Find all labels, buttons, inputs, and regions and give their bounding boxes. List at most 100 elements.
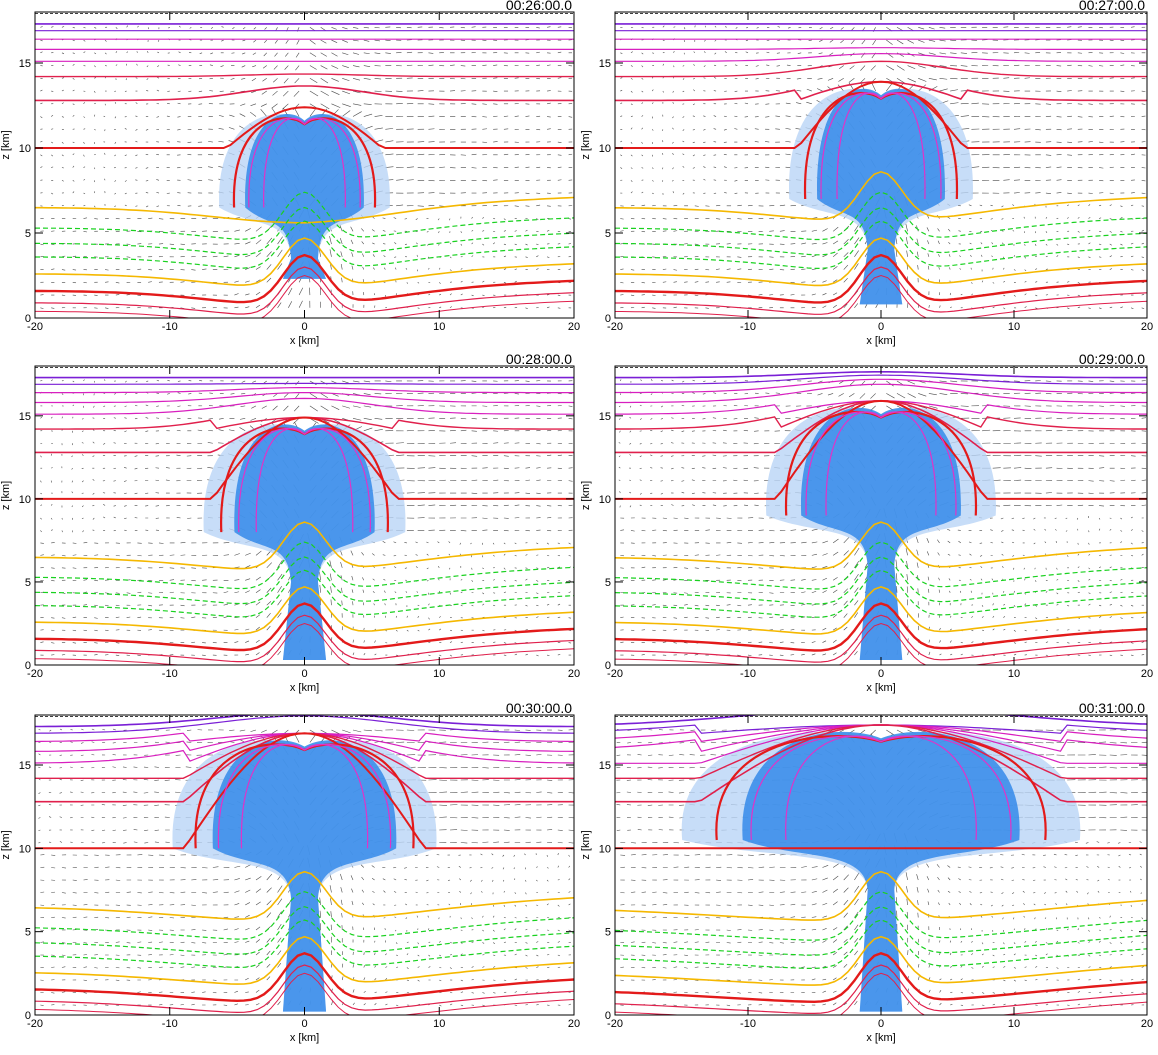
wind-vector-mark (662, 25, 665, 28)
wind-vector-mark (1120, 541, 1123, 544)
wind-vector-mark (684, 604, 688, 606)
isentrope-mark (35, 392, 574, 404)
wind-vector-mark (906, 560, 908, 568)
wind-vector-mark (630, 306, 635, 309)
wind-vector-mark (796, 102, 802, 105)
wind-vector-mark (660, 430, 663, 432)
wind-vector-mark (811, 293, 816, 296)
wind-vector-mark (94, 102, 96, 105)
wind-vector-mark (114, 205, 117, 207)
wind-vector-mark (277, 599, 282, 606)
wind-vector-mark (1141, 192, 1146, 194)
wind-vector-mark (253, 27, 257, 30)
wind-vector-mark (1130, 192, 1135, 194)
wind-vector-mark (72, 39, 75, 42)
wind-vector-mark (927, 253, 930, 257)
wind-vector-mark (811, 306, 816, 309)
wind-vector-mark (406, 979, 409, 981)
wind-vector-mark (40, 416, 43, 419)
wind-vector-mark (1130, 529, 1133, 531)
wind-vector-mark (460, 429, 467, 432)
wind-vector-mark (514, 404, 520, 407)
wind-vector-mark (651, 379, 653, 382)
wind-vector-mark (146, 380, 149, 383)
wind-vector-mark (939, 78, 948, 80)
wind-vector-mark (1130, 204, 1134, 207)
wind-vector-mark (672, 191, 674, 194)
wind-vector-mark (439, 616, 441, 618)
wind-vector-mark (947, 540, 951, 544)
low-level-contour-mark (35, 622, 574, 665)
wind-vector-mark (331, 78, 339, 82)
wind-vector-mark (682, 90, 685, 93)
wind-vector-mark (503, 230, 506, 232)
wind-vector-mark (684, 567, 689, 569)
wind-vector-mark (939, 380, 947, 383)
wind-vector-mark (156, 205, 160, 207)
wind-vector-mark (167, 393, 170, 395)
wind-vector-mark (137, 306, 141, 309)
wind-vector-mark (630, 604, 635, 606)
wind-vector-mark (620, 89, 623, 92)
wind-vector-mark (905, 548, 908, 556)
wind-vector-mark (363, 78, 371, 80)
wind-vector-mark (191, 255, 196, 258)
wind-vector-mark (352, 380, 360, 383)
wind-vector-mark (234, 1003, 238, 1006)
wind-vector-mark (82, 530, 84, 533)
wind-vector-mark (191, 991, 195, 993)
wind-vector-mark (266, 651, 271, 656)
wind-vector-mark (525, 307, 528, 310)
wind-vector-mark (83, 51, 86, 54)
wind-vector-mark (449, 654, 453, 657)
wind-vector-mark (992, 615, 995, 618)
wind-vector-mark (137, 231, 142, 233)
wind-vector-mark (94, 27, 97, 29)
wind-vector-mark (990, 529, 993, 531)
wind-vector-mark (801, 603, 806, 606)
wind-vector-mark (156, 116, 160, 118)
wind-vector-mark (737, 268, 742, 270)
wind-vector-mark (124, 192, 127, 195)
wind-vector-mark (136, 51, 138, 53)
wind-vector-mark (61, 380, 64, 382)
wind-vector-mark (1067, 26, 1072, 28)
wind-vector-mark (342, 78, 350, 82)
wind-vector-mark (363, 103, 372, 105)
wind-vector-mark (779, 555, 785, 557)
wind-vector-mark (92, 478, 95, 481)
wind-vector-mark (960, 393, 969, 395)
wind-vector-mark (641, 115, 644, 117)
wind-vector-mark (1013, 629, 1016, 632)
isentrope-mark (35, 73, 574, 78)
wind-vector-mark (396, 204, 404, 207)
wind-vector-mark (187, 529, 192, 531)
wind-vector-mark (384, 590, 386, 593)
wind-vector-mark (40, 140, 43, 143)
wind-vector-mark (673, 642, 677, 644)
wind-vector-mark (652, 102, 654, 104)
wind-vector-mark (1013, 467, 1022, 469)
wind-vector-mark (692, 115, 695, 117)
wind-vector-mark (385, 380, 392, 383)
wind-vector-mark (662, 51, 665, 54)
wind-vector-mark (832, 577, 838, 581)
wind-vector-mark (641, 167, 644, 169)
wind-vector-mark (309, 108, 317, 117)
wind-vector-mark (652, 180, 654, 182)
wind-vector-mark (169, 579, 175, 581)
wind-vector-mark (703, 65, 706, 67)
wind-vector-mark (417, 629, 420, 632)
wind-vector-mark (568, 480, 573, 482)
wind-vector-mark (277, 586, 282, 593)
wind-vector-mark (374, 653, 377, 656)
wind-vector-mark (650, 454, 653, 456)
wind-vector-mark (105, 307, 109, 309)
wind-vector-mark (839, 65, 844, 69)
wind-vector-mark (681, 491, 685, 494)
wind-vector-mark (372, 578, 375, 581)
wind-vector-mark (546, 542, 549, 545)
wind-vector-mark (94, 554, 99, 556)
wind-vector-mark (1141, 530, 1144, 532)
wind-vector-mark (756, 27, 759, 29)
